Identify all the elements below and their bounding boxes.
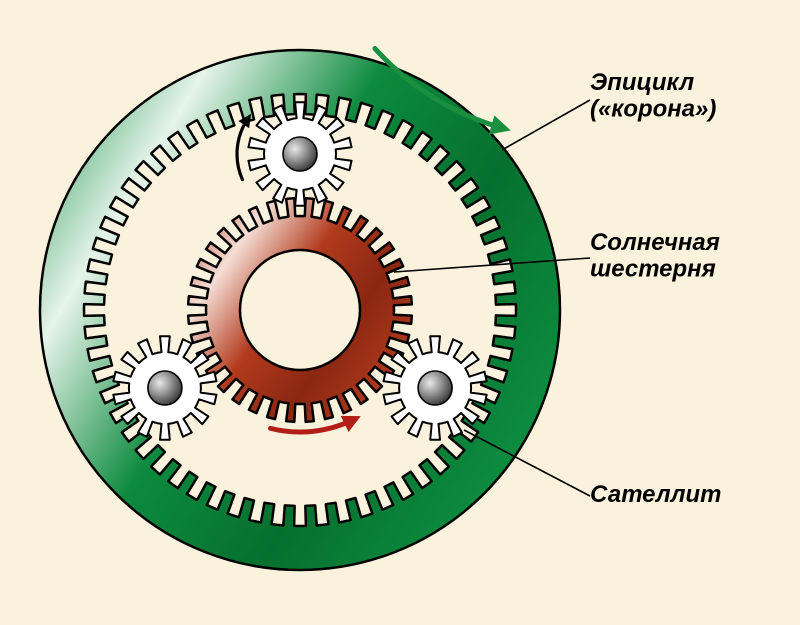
label-ring-line1: Эпицикл [590,69,694,96]
planetary-gear-diagram: Эпицикл(«корона») Солнечнаяшестерня Сателл… [0,0,800,625]
label-planet: Сателлит [590,481,721,508]
planet-hub-1 [283,137,317,171]
planet-hub-2 [148,371,182,405]
label-sun-line1: Солнечная [590,229,720,256]
label-ring-line2: («корона») [590,95,716,122]
label-sun: Солнечнаяшестерня [590,229,720,282]
label-sun-line2: шестерня [590,255,716,282]
label-planet-line1: Сателлит [590,481,721,508]
planet-hub-3 [418,371,452,405]
